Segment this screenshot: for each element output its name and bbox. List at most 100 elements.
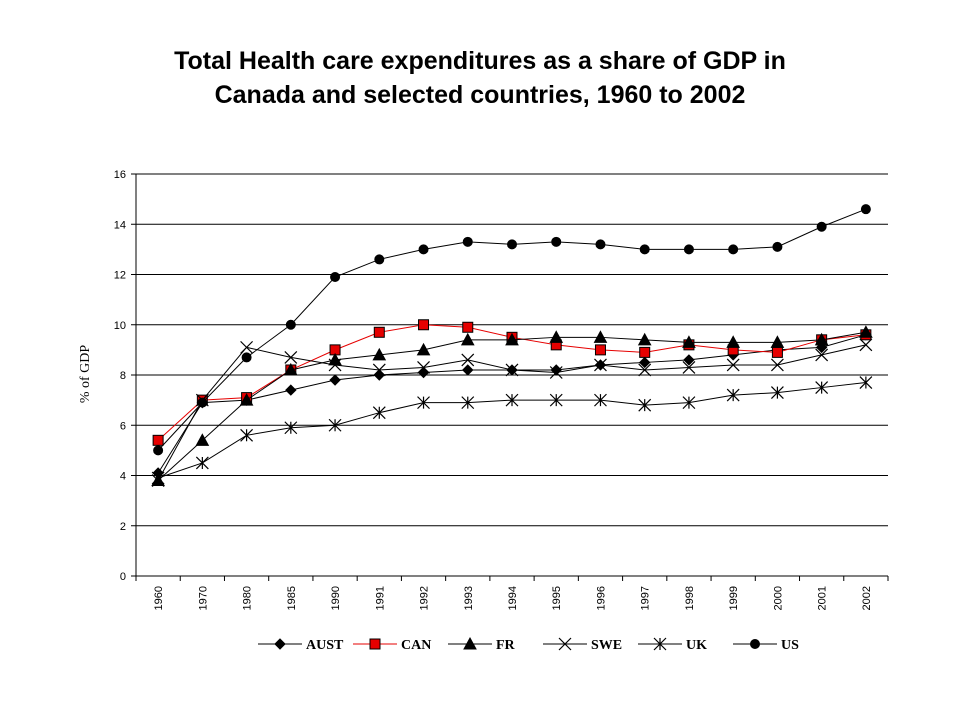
data-point-aust-1995 xyxy=(550,364,562,376)
data-point-uk-1994 xyxy=(505,393,519,407)
data-point-swe-1980 xyxy=(240,340,254,354)
data-point-fr-1996 xyxy=(593,330,608,343)
data-point-swe-2002 xyxy=(859,338,873,352)
x-tick-label-1996: 1996 xyxy=(595,586,607,610)
x-tick-label-2002: 2002 xyxy=(861,586,873,610)
data-point-fr-1998 xyxy=(682,335,696,348)
data-point-aust-1992 xyxy=(417,366,430,379)
data-point-fr-1997 xyxy=(637,332,652,346)
data-point-can-1960 xyxy=(152,434,164,446)
data-point-swe-1994 xyxy=(505,363,519,377)
x-tick-label-1998: 1998 xyxy=(684,586,696,610)
data-point-us-1980 xyxy=(241,352,252,363)
y-tick-label-10: 10 xyxy=(114,320,126,332)
data-point-us-1970 xyxy=(197,397,208,408)
x-tick-label-2000: 2000 xyxy=(772,586,784,610)
x-axis-ticks: 1960 1970 1980 1985 1990 1991 1992 1993 1994 1995… xyxy=(135,576,889,610)
y-tick-label-0: 0 xyxy=(120,571,126,583)
x-tick-label-1997: 1997 xyxy=(640,586,652,610)
data-point-aust-1997 xyxy=(638,356,651,369)
data-point-uk-2001 xyxy=(815,381,829,394)
data-point-us-1993 xyxy=(462,236,473,247)
legend-item-uk: UK xyxy=(638,637,707,653)
legend: AUST CAN FR SWE UK US xyxy=(258,636,799,653)
data-point-fr-1985 xyxy=(283,362,298,376)
legend-marker-swe xyxy=(558,637,572,651)
data-point-us-1996 xyxy=(595,239,606,250)
x-tick-label-1960: 1960 xyxy=(153,586,165,610)
data-point-us-1992 xyxy=(418,244,429,255)
x-tick-label-1992: 1992 xyxy=(419,586,431,610)
data-point-us-2001 xyxy=(816,221,827,232)
data-point-aust-1985 xyxy=(285,384,297,396)
x-tick-label-1999: 1999 xyxy=(728,586,740,610)
legend-item-us: US xyxy=(733,638,799,653)
legend-marker-can xyxy=(369,638,381,650)
data-point-can-1997 xyxy=(639,346,651,358)
series-swe xyxy=(151,338,873,487)
x-tick-label-1990: 1990 xyxy=(330,586,342,610)
data-point-uk-1980 xyxy=(240,428,254,442)
chart-title-line-2: Canada and selected countries, 1960 to 2… xyxy=(214,81,746,109)
y-tick-label-6: 6 xyxy=(120,420,126,432)
data-point-swe-1990 xyxy=(328,358,342,372)
data-point-swe-2000 xyxy=(770,358,784,372)
series-uk xyxy=(151,376,873,485)
data-point-can-2000 xyxy=(771,346,783,358)
data-point-swe-1992 xyxy=(417,361,430,374)
x-tick-label-1985: 1985 xyxy=(286,586,298,610)
data-point-swe-1995 xyxy=(549,366,563,379)
series-us xyxy=(153,204,871,456)
grid-lines xyxy=(136,173,888,527)
y-axis-label: % of GDP xyxy=(78,345,93,404)
x-tick-label-1991: 1991 xyxy=(374,586,386,610)
data-point-aust-1998 xyxy=(683,354,695,366)
data-point-fr-1980 xyxy=(239,393,254,406)
data-point-fr-2002 xyxy=(859,325,873,338)
chart-title: Total Health care expenditures as a shar… xyxy=(0,44,960,112)
data-point-fr-1992 xyxy=(416,342,431,356)
data-point-fr-1991 xyxy=(372,347,387,361)
data-point-uk-1992 xyxy=(417,396,430,410)
data-point-fr-1994 xyxy=(505,332,519,346)
y-tick-label-8: 8 xyxy=(120,370,126,382)
x-tick-label-1970: 1970 xyxy=(197,586,209,610)
y-tick-label-2: 2 xyxy=(120,521,126,533)
legend-marker-aust xyxy=(274,638,286,650)
legend-item-aust: AUST xyxy=(258,638,344,653)
data-point-us-1991 xyxy=(374,254,385,265)
legend-label-fr: FR xyxy=(496,638,516,653)
data-point-can-1993 xyxy=(462,321,474,333)
data-point-swe-1996 xyxy=(594,358,607,372)
legend-marker-uk xyxy=(653,637,667,651)
series-fr xyxy=(151,325,873,487)
data-point-us-1985 xyxy=(285,319,296,330)
legend-label-swe: SWE xyxy=(591,638,622,653)
legend-marker-us xyxy=(750,639,760,649)
legend-label-uk: UK xyxy=(686,638,707,653)
data-point-uk-1991 xyxy=(372,406,386,420)
x-tick-label-2001: 2001 xyxy=(817,586,829,610)
data-point-fr-1993 xyxy=(460,332,475,346)
data-point-swe-1985 xyxy=(284,350,298,364)
chart-title-line-1: Total Health care expenditures as a shar… xyxy=(174,47,786,75)
legend-label-us: US xyxy=(781,638,799,653)
data-point-swe-2001 xyxy=(815,348,829,362)
y-tick-label-4: 4 xyxy=(120,471,126,483)
data-point-can-1992 xyxy=(418,319,430,331)
data-point-us-1995 xyxy=(551,236,562,247)
data-point-can-1996 xyxy=(594,344,606,356)
data-point-uk-2002 xyxy=(859,376,873,389)
y-tick-label-12: 12 xyxy=(114,270,126,282)
data-point-aust-1993 xyxy=(462,364,474,376)
data-point-uk-1996 xyxy=(594,393,607,407)
data-point-us-2002 xyxy=(860,204,871,215)
data-point-uk-1999 xyxy=(726,388,740,402)
data-point-us-1960 xyxy=(153,445,164,456)
legend-marker-fr xyxy=(463,636,477,650)
data-point-uk-1995 xyxy=(549,393,563,407)
data-point-swe-1999 xyxy=(726,358,740,372)
data-point-uk-1998 xyxy=(682,396,696,410)
legend-label-aust: AUST xyxy=(306,638,344,653)
data-point-uk-2000 xyxy=(770,386,784,400)
